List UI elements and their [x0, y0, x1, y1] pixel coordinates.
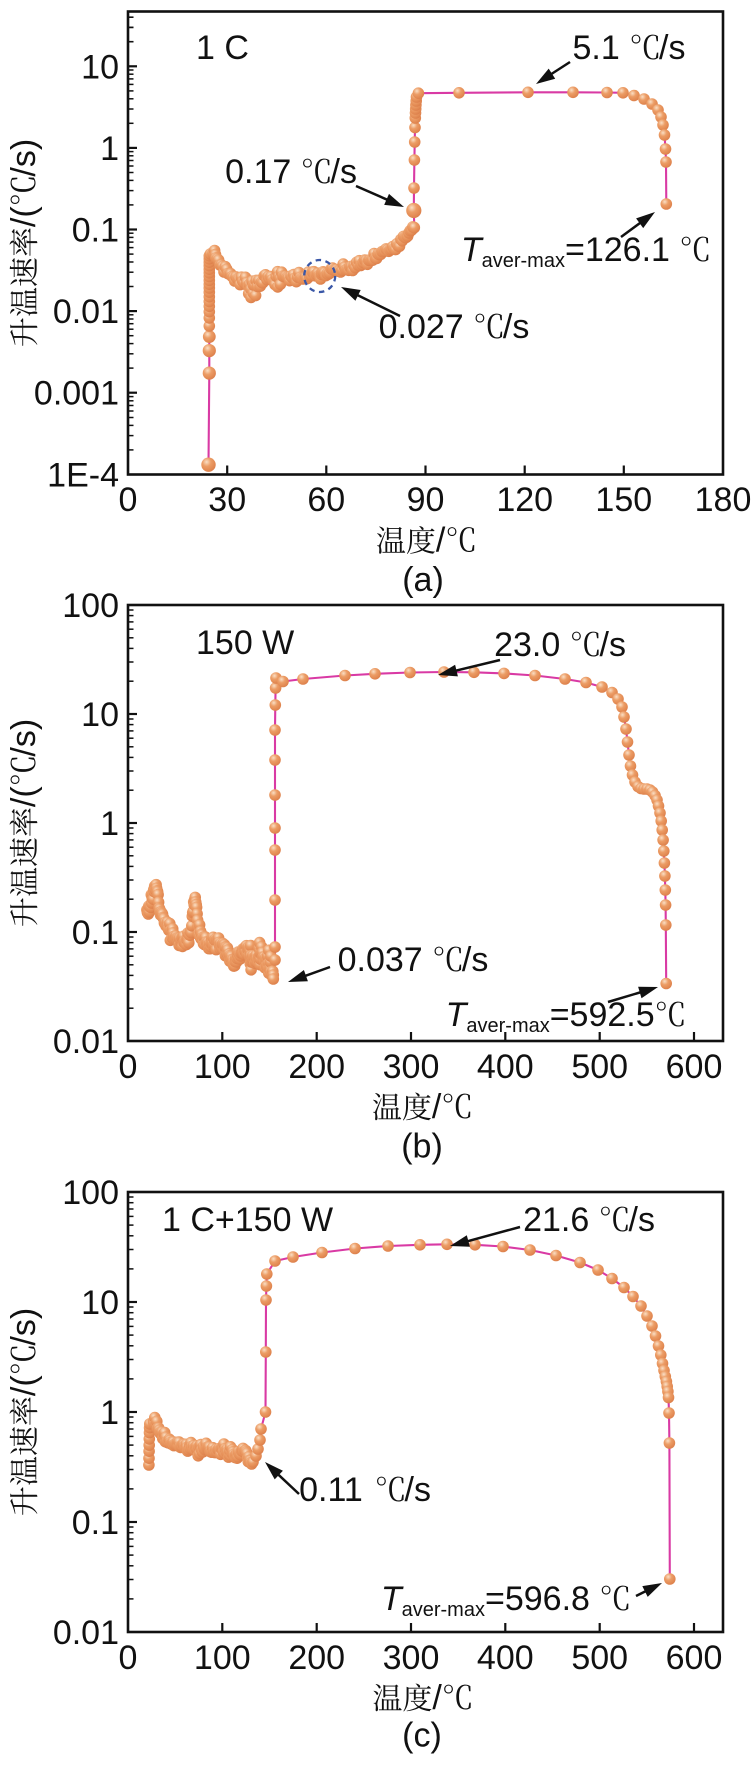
- svg-text:/s): /s): [5, 1308, 43, 1346]
- svg-text:100: 100: [62, 587, 119, 625]
- svg-text:0.17: 0.17: [225, 153, 291, 191]
- svg-text:T: T: [446, 996, 469, 1034]
- svg-text:(c): (c): [402, 1717, 442, 1755]
- svg-text:aver-max: aver-max: [466, 1015, 549, 1037]
- svg-text:5.1: 5.1: [573, 29, 620, 67]
- svg-text:600: 600: [666, 1639, 723, 1677]
- svg-text:/(: /(: [5, 206, 43, 227]
- svg-text:150: 150: [595, 481, 652, 519]
- svg-text:300: 300: [383, 1639, 440, 1677]
- svg-text:(b): (b): [401, 1128, 443, 1166]
- svg-text:0.01: 0.01: [53, 1023, 119, 1061]
- svg-text:0.037: 0.037: [338, 941, 423, 979]
- svg-text:0.001: 0.001: [34, 375, 119, 413]
- svg-text:400: 400: [477, 1639, 534, 1677]
- svg-text:0.1: 0.1: [72, 914, 119, 952]
- svg-text:300: 300: [383, 1048, 440, 1086]
- svg-text:/s: /s: [331, 153, 357, 191]
- svg-text:200: 200: [288, 1048, 345, 1086]
- svg-text:/: /: [436, 522, 446, 560]
- svg-text:/s: /s: [600, 626, 626, 664]
- svg-text:=592.5: =592.5: [550, 996, 655, 1034]
- svg-text:0.01: 0.01: [53, 293, 119, 331]
- svg-text:100: 100: [194, 1048, 251, 1086]
- svg-text:1: 1: [100, 1394, 119, 1432]
- svg-text:21.6: 21.6: [523, 1201, 589, 1239]
- svg-text:400: 400: [477, 1048, 534, 1086]
- svg-text:aver-max: aver-max: [402, 1599, 485, 1621]
- svg-text:0.027: 0.027: [379, 308, 464, 346]
- svg-text:(a): (a): [402, 561, 444, 599]
- svg-text:1: 1: [100, 130, 119, 168]
- svg-text:T: T: [381, 1580, 404, 1618]
- svg-text:1 C+150 W: 1 C+150 W: [162, 1201, 333, 1239]
- svg-text:100: 100: [62, 1174, 119, 1212]
- svg-text:10: 10: [81, 696, 119, 734]
- svg-text:500: 500: [571, 1639, 628, 1677]
- svg-text:200: 200: [288, 1639, 345, 1677]
- svg-text:/s: /s: [405, 1471, 431, 1509]
- svg-text:/: /: [432, 1679, 442, 1717]
- svg-text:/s): /s): [5, 139, 43, 177]
- svg-text:10: 10: [81, 1284, 119, 1322]
- svg-text:60: 60: [307, 481, 345, 519]
- svg-text:/(: /(: [5, 1375, 43, 1396]
- svg-text:0: 0: [119, 481, 138, 519]
- svg-text:10: 10: [81, 48, 119, 86]
- svg-text:/: /: [432, 1088, 442, 1126]
- svg-text:30: 30: [208, 481, 246, 519]
- svg-text:500: 500: [571, 1048, 628, 1086]
- svg-text:=126.1: =126.1: [565, 231, 670, 269]
- svg-text:180: 180: [695, 481, 751, 519]
- svg-text:90: 90: [407, 481, 445, 519]
- svg-text:0.1: 0.1: [72, 1504, 119, 1542]
- svg-text:0: 0: [119, 1639, 138, 1677]
- svg-text:/s: /s: [629, 1201, 655, 1239]
- svg-text:0.1: 0.1: [72, 212, 119, 250]
- svg-text:=596.8: =596.8: [485, 1580, 590, 1618]
- svg-text:/(: /(: [5, 786, 43, 807]
- svg-text:/s: /s: [462, 941, 488, 979]
- svg-text:23.0: 23.0: [494, 626, 560, 664]
- svg-text:/s: /s: [503, 308, 529, 346]
- svg-text:/s): /s): [5, 719, 43, 757]
- svg-text:1: 1: [100, 805, 119, 843]
- svg-text:100: 100: [194, 1639, 251, 1677]
- svg-text:0.11: 0.11: [299, 1471, 363, 1509]
- svg-text:T: T: [461, 231, 484, 269]
- svg-text:1 C: 1 C: [196, 29, 249, 67]
- svg-text:600: 600: [666, 1048, 723, 1086]
- svg-text:120: 120: [496, 481, 553, 519]
- svg-text:0: 0: [119, 1048, 138, 1086]
- svg-text:1E-4: 1E-4: [47, 457, 119, 495]
- svg-text:/s: /s: [659, 29, 685, 67]
- svg-text:aver-max: aver-max: [482, 250, 565, 272]
- svg-text:0.01: 0.01: [53, 1614, 119, 1652]
- svg-text:150 W: 150 W: [196, 624, 294, 662]
